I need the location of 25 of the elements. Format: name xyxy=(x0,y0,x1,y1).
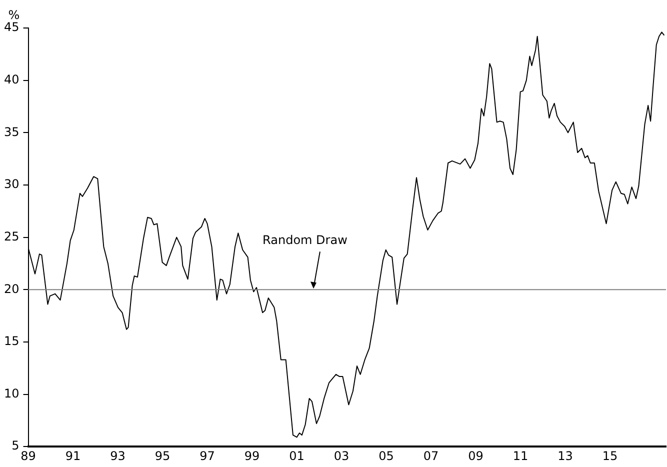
x-tick-label: 15 xyxy=(602,448,618,463)
x-tick-label: 07 xyxy=(423,448,439,463)
x-tick-label: 09 xyxy=(468,448,484,463)
x-tick-label: 97 xyxy=(200,448,215,463)
x-tick-label: 95 xyxy=(154,448,170,463)
y-tick-label: 35 xyxy=(4,124,20,139)
x-tick-label: 13 xyxy=(558,448,573,463)
ref-line-label: Random Draw xyxy=(262,232,348,247)
y-tick-label: 15 xyxy=(4,334,20,348)
x-tick-label: 05 xyxy=(378,448,394,463)
y-tick-label: 25 xyxy=(4,229,20,244)
x-tick-label: 01 xyxy=(289,448,304,463)
y-tick-label: 20 xyxy=(4,282,20,296)
y-tick-label: 30 xyxy=(4,177,20,192)
y-tick-label: 40 xyxy=(4,72,20,86)
x-tick-label: 89 xyxy=(20,448,36,463)
x-tick-label: 03 xyxy=(334,448,350,463)
y-axis-title: % xyxy=(8,8,20,22)
x-tick-label: 11 xyxy=(512,448,528,463)
y-tick-label: 5 xyxy=(12,438,20,453)
y-tick-label: 10 xyxy=(4,386,20,400)
x-tick-label: 93 xyxy=(110,448,126,463)
x-tick-label: 99 xyxy=(244,448,260,463)
x-tick-label: 91 xyxy=(65,448,81,463)
y-tick-label: 45 xyxy=(4,20,20,34)
